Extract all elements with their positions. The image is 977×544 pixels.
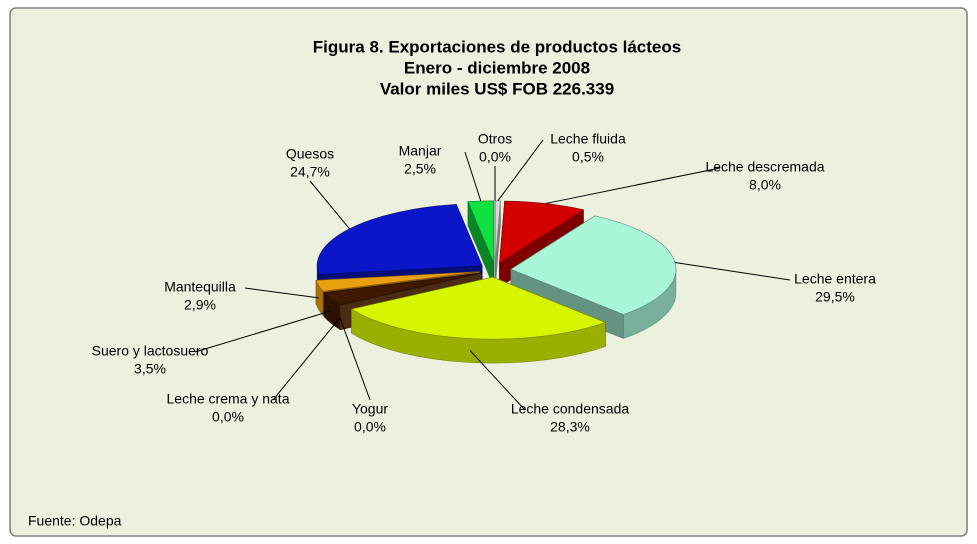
slice-value-label: 0,0% (479, 149, 511, 165)
slice-label: Quesos (286, 146, 334, 162)
slice-label: Manjar (399, 143, 442, 159)
chart-title: Figura 8. Exportaciones de productos lác… (313, 37, 681, 56)
slice-value-label: 2,9% (184, 297, 216, 313)
slice-value-label: 0,0% (354, 419, 386, 435)
leader-line (272, 317, 341, 401)
slice-top (350, 276, 607, 340)
leader-line (244, 287, 319, 299)
slice-value-label: 28,3% (550, 419, 590, 435)
leader-line (339, 317, 371, 401)
slice-label: Leche condensada (511, 401, 630, 417)
slice-label: Leche descremada (705, 159, 824, 175)
chart-title: Enero - diciembre 2008 (404, 58, 590, 77)
slice-value-label: 24,7% (290, 164, 330, 180)
leader-line (469, 350, 526, 411)
leader-line (309, 180, 350, 230)
slice-value-label: 0,5% (572, 149, 604, 165)
slice-value-label: 2,5% (404, 161, 436, 177)
pie-slice (350, 276, 607, 364)
slice-top (499, 200, 585, 264)
leader-line (545, 167, 721, 205)
slice-top (315, 271, 480, 292)
slice-top (323, 272, 481, 306)
pie-slice (510, 215, 677, 339)
slice-label: Leche entera (794, 271, 876, 287)
slice-label: Yogur (352, 401, 388, 417)
slice-top (339, 273, 482, 307)
leader-line (674, 262, 791, 281)
leader-line (497, 139, 544, 202)
slice-label: Suero y lactosuero (92, 343, 209, 359)
slice-label: Leche fluida (550, 131, 626, 147)
slice-value-label: 0,0% (212, 409, 244, 425)
slice-top (510, 215, 677, 315)
leader-line (194, 310, 331, 353)
slice-label: Mantequilla (164, 279, 236, 295)
source-note: Fuente: Odepa (28, 513, 122, 529)
slice-value-label: 29,5% (815, 289, 855, 305)
chart-title: Valor miles US$ FOB 226.339 (380, 79, 614, 98)
slice-label: Leche crema y nata (167, 391, 290, 407)
slice-value-label: 3,5% (134, 361, 166, 377)
slice-value-label: 8,0% (749, 177, 781, 193)
leader-line (464, 151, 482, 202)
slice-label: Otros (478, 131, 512, 147)
